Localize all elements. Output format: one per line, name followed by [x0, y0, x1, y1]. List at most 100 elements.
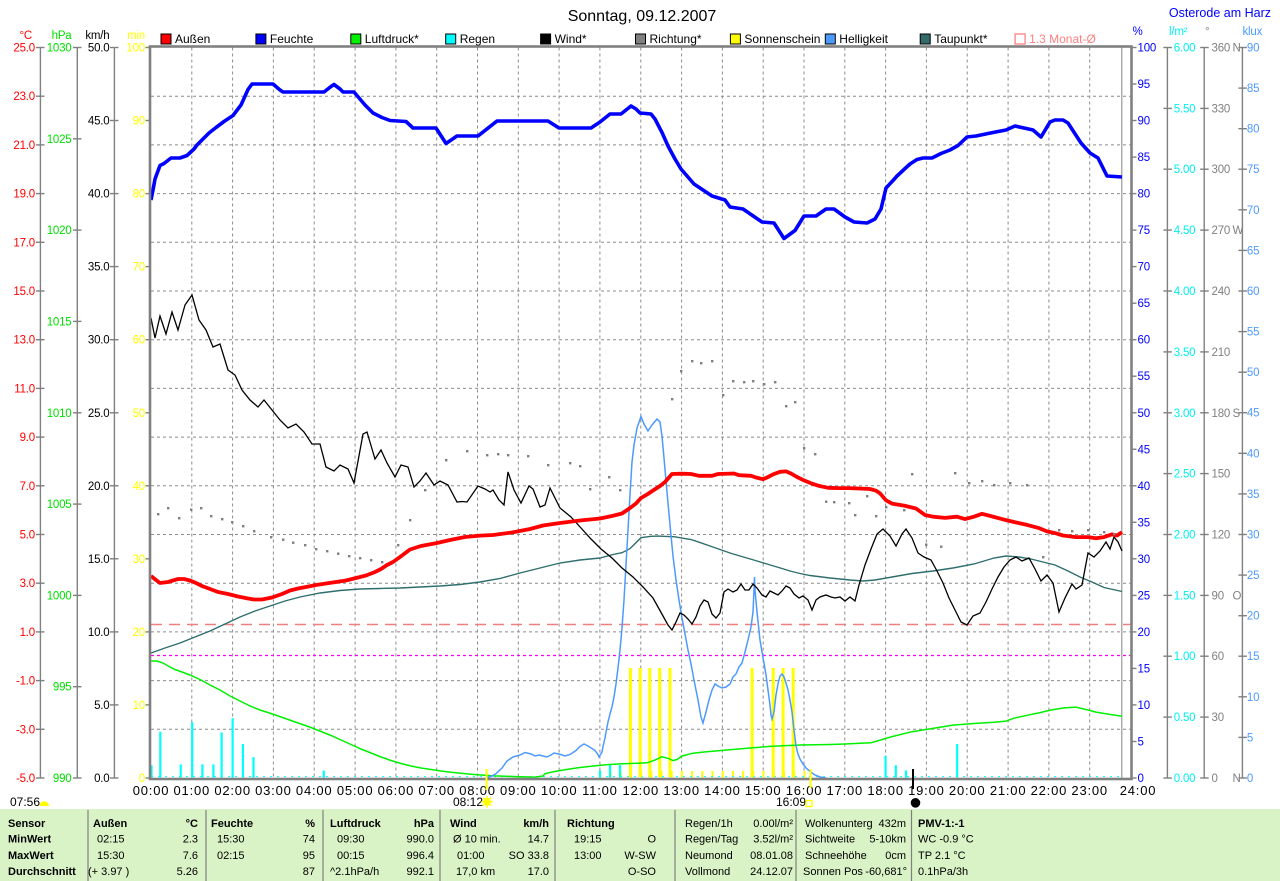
svg-text:50: 50 — [133, 408, 145, 420]
svg-text:90: 90 — [1138, 116, 1150, 128]
svg-text:PMV-1:-1: PMV-1:-1 — [918, 818, 964, 830]
svg-text:15.0: 15.0 — [13, 286, 35, 298]
svg-text:hPa: hPa — [52, 30, 73, 42]
svg-text:14:00: 14:00 — [704, 783, 741, 798]
svg-text:24:00: 24:00 — [1120, 783, 1157, 798]
svg-text:30: 30 — [1247, 530, 1259, 542]
svg-text:1.50: 1.50 — [1174, 590, 1196, 602]
svg-text:21.0: 21.0 — [13, 140, 35, 152]
svg-text:0: 0 — [139, 773, 145, 785]
svg-text:Wind: Wind — [450, 818, 477, 830]
svg-text:Luftdruck*: Luftdruck* — [365, 32, 419, 46]
svg-text:60: 60 — [133, 335, 145, 347]
svg-text:O: O — [1233, 590, 1242, 602]
svg-text:O-SO: O-SO — [628, 866, 657, 878]
svg-text:3.50: 3.50 — [1174, 347, 1196, 359]
svg-text:01:00: 01:00 — [174, 783, 211, 798]
svg-text:5: 5 — [1138, 737, 1144, 749]
svg-text:O: O — [647, 834, 656, 846]
svg-text:1000: 1000 — [47, 590, 72, 602]
svg-text:02:15: 02:15 — [97, 834, 125, 846]
svg-text:S: S — [1233, 408, 1241, 420]
svg-text:-3.0: -3.0 — [16, 724, 35, 736]
svg-text:45: 45 — [1247, 408, 1259, 420]
svg-text:40: 40 — [133, 481, 145, 493]
svg-text:40.0: 40.0 — [88, 189, 110, 201]
svg-text:17.0: 17.0 — [13, 237, 35, 249]
svg-text:10:00: 10:00 — [541, 783, 578, 798]
svg-text:SO 33.8: SO 33.8 — [509, 850, 549, 862]
svg-text:-5.0: -5.0 — [16, 773, 35, 785]
svg-text:85: 85 — [1138, 152, 1150, 164]
svg-text:300: 300 — [1212, 164, 1231, 176]
svg-text:75: 75 — [1247, 164, 1259, 176]
svg-text:1.0: 1.0 — [20, 627, 35, 639]
svg-text:10: 10 — [133, 700, 145, 712]
svg-text:MaxWert: MaxWert — [8, 850, 54, 862]
svg-text:16:00: 16:00 — [786, 783, 823, 798]
svg-text:330: 330 — [1212, 103, 1231, 115]
svg-text:70: 70 — [133, 262, 145, 274]
svg-text:19.0: 19.0 — [13, 189, 35, 201]
svg-text:01:00: 01:00 — [457, 850, 485, 862]
svg-text:50: 50 — [1138, 408, 1150, 420]
svg-text:3.0: 3.0 — [20, 578, 35, 590]
svg-text:°C: °C — [19, 30, 32, 42]
svg-text:2.00: 2.00 — [1174, 530, 1196, 542]
svg-text:90: 90 — [1212, 590, 1224, 602]
svg-text:%: % — [305, 818, 315, 830]
svg-text:995: 995 — [53, 682, 72, 694]
svg-text:990.0: 990.0 — [406, 834, 434, 846]
svg-text:5: 5 — [1247, 732, 1253, 744]
svg-text:N: N — [1233, 43, 1241, 55]
svg-text:35.0: 35.0 — [88, 262, 110, 274]
svg-text:180: 180 — [1212, 408, 1231, 420]
svg-text:5.0: 5.0 — [94, 700, 109, 712]
svg-text:Richtung*: Richtung* — [650, 32, 702, 46]
svg-text:00:00: 00:00 — [133, 783, 170, 798]
svg-text:03:00: 03:00 — [255, 783, 292, 798]
svg-text:90: 90 — [1247, 43, 1259, 55]
svg-text:°C: °C — [186, 818, 198, 830]
svg-text:50: 50 — [1247, 367, 1259, 379]
svg-text:13:00: 13:00 — [663, 783, 700, 798]
svg-text:1010: 1010 — [47, 408, 72, 420]
svg-text:80: 80 — [1138, 189, 1150, 201]
svg-text:15: 15 — [1138, 663, 1150, 675]
svg-text:45: 45 — [1138, 444, 1150, 456]
svg-text:Sonnen Pos: Sonnen Pos — [803, 866, 863, 878]
svg-text:Sichtweite: Sichtweite — [805, 834, 855, 846]
svg-text:(+ 3.97 ): (+ 3.97 ) — [88, 866, 129, 878]
svg-text:90: 90 — [133, 116, 145, 128]
svg-text:Regen: Regen — [460, 32, 495, 46]
svg-text:12:00: 12:00 — [623, 783, 660, 798]
svg-text:11.0: 11.0 — [14, 383, 35, 395]
svg-text:Schneehöhe: Schneehöhe — [805, 850, 867, 862]
svg-text:30: 30 — [133, 554, 145, 566]
svg-text:5.0: 5.0 — [20, 530, 35, 542]
svg-text:210: 210 — [1212, 347, 1231, 359]
svg-text:Außen: Außen — [93, 818, 128, 830]
svg-text:80: 80 — [1247, 124, 1259, 136]
svg-text:hPa: hPa — [414, 818, 435, 830]
svg-text:25.0: 25.0 — [88, 408, 110, 420]
svg-text:20: 20 — [133, 627, 145, 639]
svg-text:21:00: 21:00 — [990, 783, 1027, 798]
svg-text:360: 360 — [1212, 43, 1231, 55]
svg-text:-60,681°: -60,681° — [865, 866, 907, 878]
svg-text:15:30: 15:30 — [217, 834, 245, 846]
svg-text:Sensor: Sensor — [8, 818, 46, 830]
svg-text:1015: 1015 — [47, 316, 72, 328]
svg-text:60: 60 — [1138, 335, 1150, 347]
svg-text:09:00: 09:00 — [500, 783, 537, 798]
svg-text:60: 60 — [1247, 286, 1259, 298]
svg-text:20:00: 20:00 — [949, 783, 986, 798]
svg-text:7.6: 7.6 — [183, 850, 198, 862]
svg-text:04:00: 04:00 — [296, 783, 333, 798]
svg-text:07:56: 07:56 — [10, 795, 40, 809]
svg-text:15: 15 — [1247, 651, 1259, 663]
svg-text:07:00: 07:00 — [418, 783, 455, 798]
svg-text:Durchschnitt: Durchschnitt — [8, 866, 76, 878]
svg-text:40: 40 — [1138, 481, 1150, 493]
svg-text:1005: 1005 — [47, 499, 72, 511]
